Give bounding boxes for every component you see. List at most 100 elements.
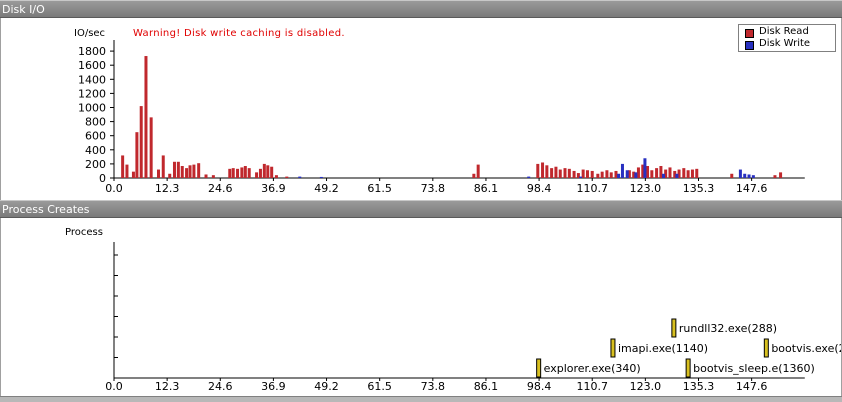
disk-read-bar (641, 164, 645, 178)
disk-write-bar (662, 173, 666, 178)
disk-read-swatch (745, 29, 754, 38)
x-tick-label: 49.2 (314, 380, 339, 393)
disk-read-bar (285, 176, 289, 178)
disk-read-bar (596, 173, 600, 178)
legend-label-disk-write: Disk Write (759, 38, 811, 49)
disk-read-bar (240, 167, 244, 178)
disk-io-panel-title: Disk I/O (2, 3, 45, 16)
disk-read-bar (668, 167, 672, 178)
disk-write-bar (743, 173, 747, 178)
process-creates-chart: 0.0 12.3 24.6 36.9 49.2 61.5 73.8 86.1 98.4 110.7… (105, 242, 841, 393)
x-tick-label: 36.9 (261, 182, 286, 195)
y-tick-label: 0 (99, 172, 106, 185)
x-tick-label: 135.3 (683, 380, 715, 393)
disk-write-bar (751, 175, 755, 178)
disk-read-bar (266, 165, 270, 178)
disk-write-bar (634, 172, 638, 178)
x-tick-label: 135.3 (683, 182, 715, 195)
disk-read-bar (231, 168, 235, 178)
disk-read-bar (554, 166, 558, 178)
disk-read-bar (779, 172, 783, 178)
disk-read-bar (211, 175, 215, 178)
disk-read-bar (567, 168, 571, 178)
disk-read-bar (274, 175, 278, 178)
disk-read-bar (472, 173, 476, 178)
process-label: bootvis.exe(2840) (771, 342, 841, 355)
x-tick-label: 73.8 (421, 182, 446, 195)
disk-read-bar (659, 166, 663, 178)
disk-read-bar (197, 163, 201, 178)
x-tick-label: 123.0 (630, 380, 662, 393)
x-tick-label: 12.3 (155, 380, 180, 393)
bottom-scrollbar[interactable] (0, 396, 842, 402)
disk-read-bar (558, 169, 562, 178)
disk-read-bar (636, 167, 640, 178)
disk-read-bar (156, 169, 160, 178)
disk-io-panel-header[interactable]: Disk I/O (0, 0, 842, 18)
x-tick-label: 36.9 (261, 380, 286, 393)
disk-read-bar (258, 168, 262, 178)
y-tick-label: 1800 (78, 45, 106, 58)
disk-write-bar (527, 176, 531, 178)
disk-write-bar (747, 174, 751, 178)
disk-read-bar (188, 165, 192, 178)
disk-read-bar (541, 162, 545, 178)
disk-read-bar (627, 170, 631, 178)
disk-read-bar (581, 169, 585, 178)
x-tick-label: 49.2 (314, 182, 339, 195)
disk-read-bar (247, 168, 251, 178)
x-tick-label: 86.1 (474, 380, 499, 393)
disk-io-ylabel: IO/sec (74, 28, 106, 39)
x-tick-label: 147.6 (736, 182, 768, 195)
y-tick-label: 600 (85, 130, 106, 143)
disk-read-bar (121, 155, 125, 178)
disk-read-bar (550, 168, 554, 178)
x-tick-label: 61.5 (367, 182, 392, 195)
disk-read-bar (192, 164, 196, 178)
disk-read-bar (176, 161, 180, 178)
process-ylabel: Process (65, 227, 103, 238)
disk-read-bar (682, 168, 686, 178)
disk-read-bar (131, 171, 135, 178)
disk-read-bar (270, 166, 274, 178)
disk-write-bar (579, 176, 583, 178)
disk-write-caching-warning: Warning! Disk write caching is disabled. (133, 28, 345, 39)
disk-read-bar (236, 168, 240, 178)
y-tick-label: 800 (85, 116, 106, 129)
disk-write-bar (617, 173, 621, 178)
disk-read-bar (605, 170, 609, 178)
disk-read-bar (262, 163, 266, 178)
disk-read-bar (600, 171, 604, 178)
disk-read-bar (139, 106, 143, 178)
disk-read-bar (614, 170, 618, 178)
disk-read-bar (590, 170, 594, 178)
disk-read-bar (646, 166, 650, 178)
disk-read-bar (228, 168, 232, 178)
disk-read-bar (585, 170, 589, 178)
process-label: imapi.exe(1140) (618, 342, 708, 355)
x-tick-label: 24.6 (208, 380, 233, 393)
y-tick-label: 400 (85, 144, 106, 157)
disk-read-bar (690, 169, 694, 178)
process-creates-panel-title: Process Creates (2, 203, 90, 216)
disk-read-bar (185, 168, 189, 178)
process-creates-panel-header[interactable]: Process Creates (0, 200, 842, 218)
x-tick-label: 110.7 (576, 182, 608, 195)
disk-read-bar (172, 161, 176, 178)
disk-read-bar (609, 172, 613, 178)
disk-read-bar (563, 168, 567, 178)
disk-read-bar (664, 169, 668, 178)
disk-write-bar (643, 158, 647, 178)
process-marker (763, 338, 769, 358)
x-tick-label: 0.0 (105, 380, 123, 393)
disk-read-bar (204, 174, 208, 178)
disk-read-bar (536, 163, 540, 178)
x-tick-label: 110.7 (576, 380, 608, 393)
disk-read-bar (243, 166, 247, 178)
disk-read-bar (576, 173, 580, 178)
disk-read-bar (168, 173, 172, 178)
x-tick-label: 24.6 (208, 182, 233, 195)
disk-read-bar (655, 168, 659, 178)
disk-io-panel: IO/sec Warning! Disk write caching is di… (0, 18, 842, 200)
x-tick-label: 147.6 (736, 380, 768, 393)
